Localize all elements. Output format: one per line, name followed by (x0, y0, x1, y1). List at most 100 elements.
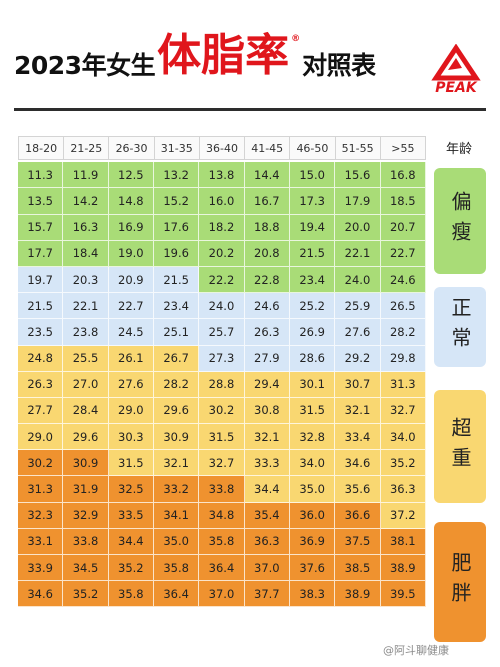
table-cell: 34.8 (199, 502, 245, 529)
table-cell: 22.8 (244, 266, 290, 294)
table-cell: 26.3 (18, 371, 64, 398)
table-cell: 11.3 (18, 162, 64, 189)
table-cell: 15.6 (335, 162, 381, 189)
table-cell: 34.6 (18, 581, 64, 608)
table-cell: 14.4 (244, 162, 290, 189)
category-obese: 肥胖 (434, 522, 486, 642)
table-cell: 27.6 (108, 371, 154, 398)
table-cell: 26.7 (153, 345, 200, 372)
category-underweight: 偏瘦 (434, 168, 486, 274)
table-cell: 30.7 (335, 371, 381, 398)
peak-logo: PEAK (426, 43, 486, 100)
table-cell: 35.2 (63, 581, 109, 608)
table-cell: 34.1 (153, 502, 200, 529)
age-column-label: 年龄 (445, 142, 472, 157)
table-cell: 32.7 (199, 450, 245, 477)
table-cell: 21.5 (153, 266, 200, 294)
table-cell: 37.6 (289, 555, 336, 582)
table-cell: 17.7 (18, 240, 64, 267)
table-row: 30.2 30.9 31.5 32.1 32.7 33.3 34.0 34.6 35.2 (18, 450, 426, 477)
table-cell: 32.7 (380, 397, 426, 425)
table-cell: 23.4 (153, 293, 200, 320)
table-cell: 17.3 (289, 188, 336, 215)
table-cell: 30.1 (289, 371, 336, 398)
column-header: 51-55 (335, 136, 381, 160)
table-cell: 28.6 (289, 345, 336, 372)
table-row: 33.1 33.8 34.4 35.0 35.8 36.3 36.9 37.5 38.1 (18, 528, 426, 555)
table-cell: 31.5 (108, 450, 154, 477)
table-cell: 35.2 (380, 450, 426, 477)
table-cell: 26.5 (380, 293, 426, 320)
table-cell: 38.9 (380, 555, 426, 582)
table-cell: 23.8 (63, 319, 109, 346)
table-cell: 32.3 (18, 502, 64, 529)
table-cell: 12.5 (108, 162, 154, 189)
table-cell: 33.5 (108, 502, 154, 529)
table-cell: 28.8 (199, 371, 245, 398)
table-cell: 11.9 (63, 162, 109, 189)
table-cell: 17.9 (335, 188, 381, 215)
table-cell: 25.2 (289, 293, 336, 320)
table-row: 15.7 16.3 16.9 17.6 18.2 18.8 19.4 20.0 20.7 (18, 214, 426, 241)
table-cell: 28.4 (63, 397, 109, 425)
table-cell: 33.3 (244, 450, 290, 477)
table-cell: 29.0 (18, 424, 64, 451)
table-cell: 16.9 (108, 214, 154, 241)
table-cell: 20.2 (199, 240, 245, 267)
table-cell: 19.4 (289, 214, 336, 241)
table-cell: 23.4 (289, 266, 336, 294)
category-label: 正常 (448, 297, 472, 357)
table-cell: 23.5 (18, 319, 64, 346)
table-cell: 20.3 (63, 266, 109, 294)
table-cell: 30.9 (153, 424, 200, 451)
table-cell: 30.3 (108, 424, 154, 451)
table-cell: 20.9 (108, 266, 154, 294)
table-cell: 13.2 (153, 162, 200, 189)
table-cell: 31.9 (63, 476, 109, 503)
column-header: 26-30 (109, 136, 155, 160)
table-cell: 14.8 (108, 188, 154, 215)
table-cell: 38.3 (289, 581, 336, 608)
peak-logo-text: PEAK (435, 80, 477, 96)
watermark: @阿斗聊健康 (383, 644, 449, 657)
table-cell: 36.4 (199, 555, 245, 582)
table-cell: 37.7 (244, 581, 290, 608)
table-cell: 35.0 (153, 528, 200, 555)
column-header: 18-20 (18, 136, 65, 160)
table-cell: 15.7 (18, 214, 64, 241)
table-row: 24.8 25.5 26.1 26.7 27.3 27.9 28.6 29.2 29.8 (18, 345, 426, 372)
table-cell: 19.7 (18, 266, 64, 294)
table-cell: 16.3 (63, 214, 109, 241)
table-row: 23.5 23.8 24.5 25.1 25.7 26.3 26.9 27.6 28.2 (18, 319, 426, 346)
table-cell: 26.9 (289, 319, 336, 346)
table-cell: 29.2 (335, 345, 381, 372)
table-header-row: 18-20 21-25 26-30 31-35 36-40 41-45 46-50 51-55… (18, 136, 426, 162)
category-overweight: 超重 (434, 390, 486, 503)
table-cell: 35.8 (108, 581, 154, 608)
table-cell: 30.2 (199, 397, 245, 425)
table-cell: 35.0 (289, 476, 336, 503)
body-fat-table: 18-20 21-25 26-30 31-35 36-40 41-45 46-50 51-55… (18, 136, 426, 608)
title-part-1: 2023年女生 (14, 51, 156, 80)
table-cell: 36.0 (289, 502, 336, 529)
table-cell: 24.0 (199, 293, 245, 320)
table-cell: 21.5 (289, 240, 336, 267)
table-cell: 22.1 (63, 293, 109, 320)
title-highlight: 体脂率 (157, 30, 290, 81)
table-row: 27.7 28.4 29.0 29.6 30.2 30.8 31.5 32.1 32.7 (18, 397, 426, 425)
table-cell: 18.8 (244, 214, 290, 241)
table-row: 31.3 31.9 32.5 33.2 33.8 34.4 35.0 35.6 36.3 (18, 476, 426, 503)
column-header: 46-50 (290, 136, 336, 160)
table-cell: 33.2 (153, 476, 200, 503)
table-row: 11.3 11.9 12.5 13.2 13.8 14.4 15.0 15.6 16.8 (18, 162, 426, 189)
table-cell: 31.5 (289, 397, 336, 425)
table-row: 19.7 20.3 20.9 21.5 22.2 22.8 23.4 24.0 24.6 (18, 266, 426, 294)
table-cell: 32.8 (289, 424, 336, 451)
header: 2023年女生 体脂率 ® 对照表 PEAK (0, 0, 500, 111)
table-cell: 25.7 (199, 319, 245, 346)
table-cell: 15.0 (289, 162, 336, 189)
table-cell: 32.9 (63, 502, 109, 529)
table-cell: 20.7 (380, 214, 426, 241)
table-cell: 20.8 (244, 240, 290, 267)
table-cell: 22.7 (380, 240, 426, 267)
